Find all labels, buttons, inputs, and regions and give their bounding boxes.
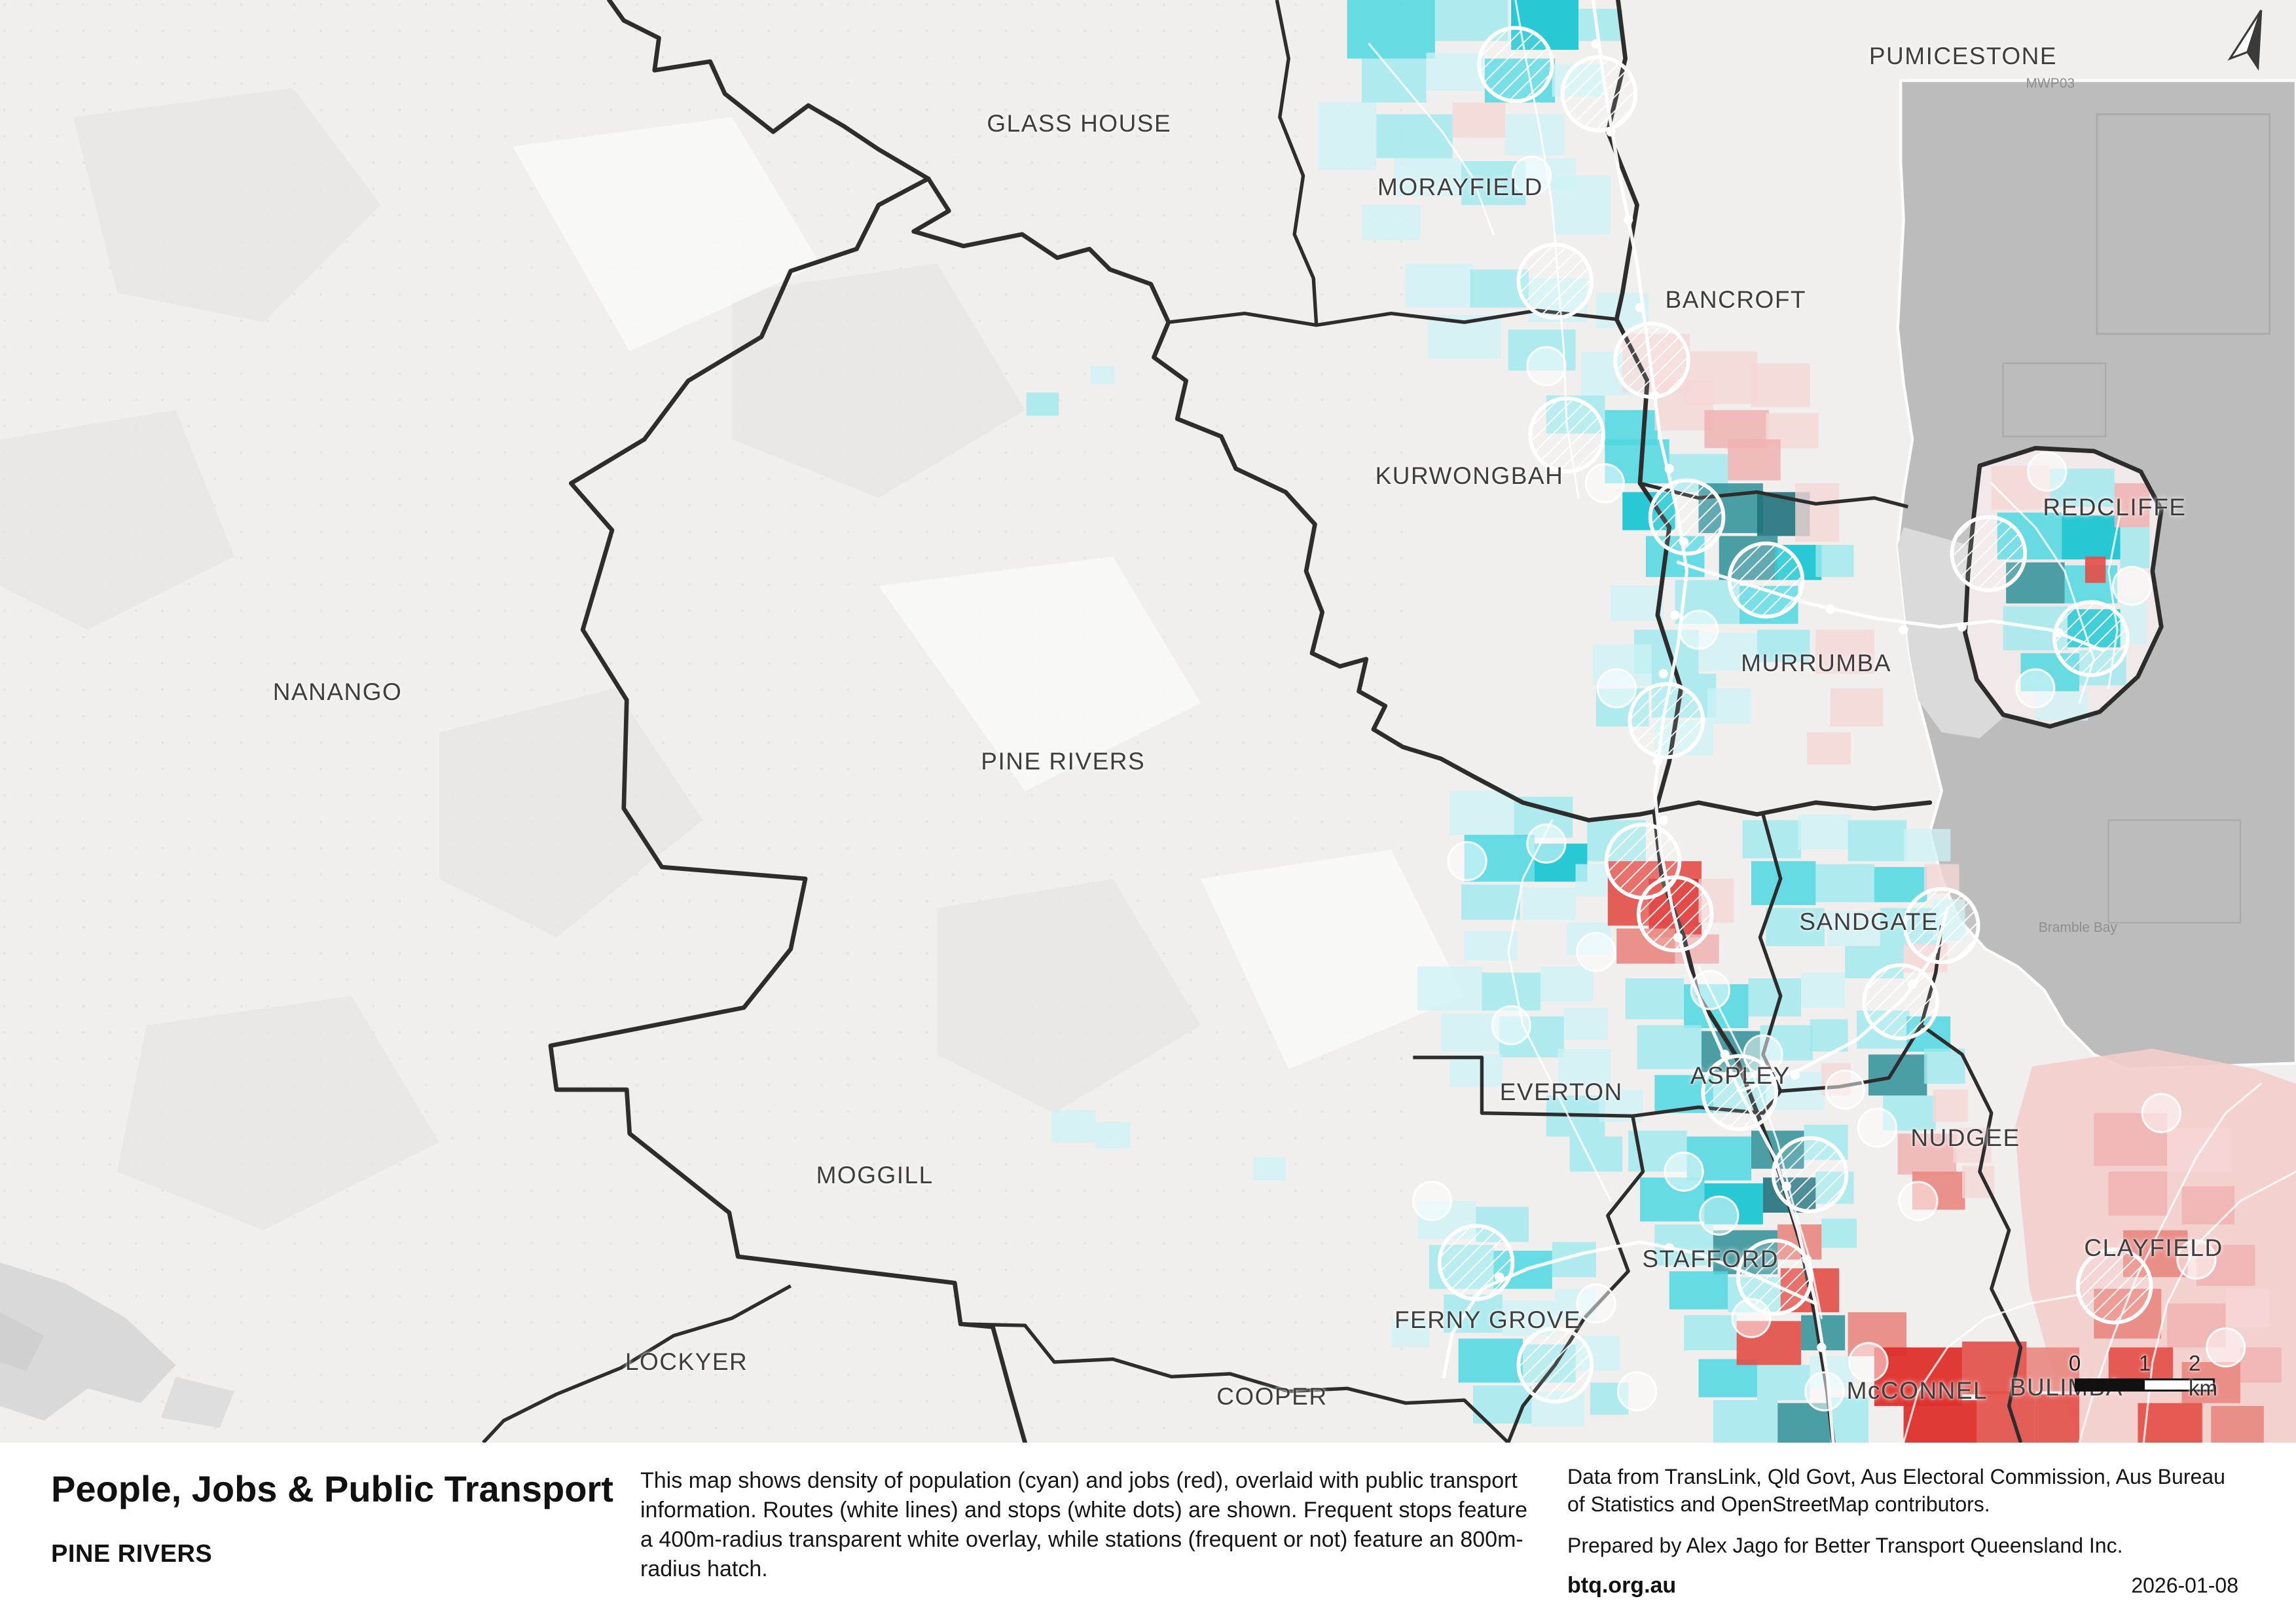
region-label: EVERTON bbox=[1499, 1078, 1623, 1105]
map-description: This map shows density of population (cy… bbox=[640, 1468, 1528, 1581]
region-label: SANDGATE bbox=[1799, 908, 1939, 935]
footer-left: People, Jobs & Public Transport PINE RIV… bbox=[51, 1462, 640, 1624]
scale-tick: 0 bbox=[2068, 1351, 2081, 1375]
region-label: MOGGILL bbox=[816, 1162, 934, 1189]
minor-map-label: MWP03 bbox=[2026, 75, 2075, 91]
scale-tick: 1 bbox=[2138, 1351, 2151, 1375]
region-label: NUDGEE bbox=[1910, 1124, 2020, 1152]
footer-description-column: This map shows density of population (cy… bbox=[640, 1462, 1531, 1624]
region-label: REDCLIFFE bbox=[2043, 494, 2187, 521]
region-label: STAFFORD bbox=[1642, 1246, 1779, 1273]
map-art bbox=[0, 0, 2296, 1443]
region-label: BANCROFT bbox=[1665, 286, 1807, 314]
region-label: LOCKYER bbox=[625, 1348, 748, 1375]
stations-layer bbox=[1412, 26, 2246, 1412]
scale-bar: 0 1 2 km bbox=[2069, 1351, 2219, 1400]
region-label: GLASS HOUSE bbox=[987, 110, 1172, 138]
scale-tick: 2 km bbox=[2189, 1351, 2218, 1400]
north-arrow-icon bbox=[2227, 9, 2263, 71]
date: 2026-01-08 bbox=[2131, 1573, 2238, 1597]
minor-map-label: Bramble Bay bbox=[2038, 919, 2117, 935]
page-title: People, Jobs & Public Transport bbox=[51, 1468, 613, 1509]
region-label: MURRUMBA bbox=[1741, 650, 1891, 677]
map-canvas: GLASS HOUSE MORAYFIELD PUMICESTONE BANCROFT… bbox=[0, 0, 2296, 1443]
region-label: McCONNEL bbox=[1846, 1376, 1988, 1404]
region-label: ASPLEY bbox=[1690, 1062, 1791, 1090]
data-attribution: Data from TransLink, Qld Govt, Aus Elect… bbox=[1567, 1465, 2225, 1516]
prepared-by: Prepared by Alex Jago for Better Transpo… bbox=[1567, 1534, 2123, 1558]
region-label: FERNY GROVE bbox=[1394, 1306, 1582, 1333]
scale-bar-segments bbox=[2075, 1378, 2215, 1392]
footer-attribution-column: Data from TransLink, Qld Govt, Aus Elect… bbox=[1531, 1462, 2238, 1624]
scale-bar-ticks: 0 1 2 km bbox=[2069, 1351, 2219, 1400]
website: btq.org.au bbox=[1567, 1572, 1677, 1598]
region-label: MORAYFIELD bbox=[1377, 174, 1543, 201]
region-label: CLAYFIELD bbox=[2084, 1234, 2223, 1261]
electorate-subtitle: PINE RIVERS bbox=[51, 1540, 213, 1568]
footer: People, Jobs & Public Transport PINE RIV… bbox=[0, 1443, 2296, 1624]
region-label: NANANGO bbox=[272, 678, 403, 706]
region-label: KURWONGBAH bbox=[1375, 462, 1564, 489]
region-label: COOPER bbox=[1216, 1382, 1328, 1410]
region-label: PUMICESTONE bbox=[1868, 42, 2058, 69]
footer-bottom-row: btq.org.au 2026-01-08 bbox=[1567, 1573, 2238, 1598]
region-label: PINE RIVERS bbox=[981, 748, 1146, 775]
